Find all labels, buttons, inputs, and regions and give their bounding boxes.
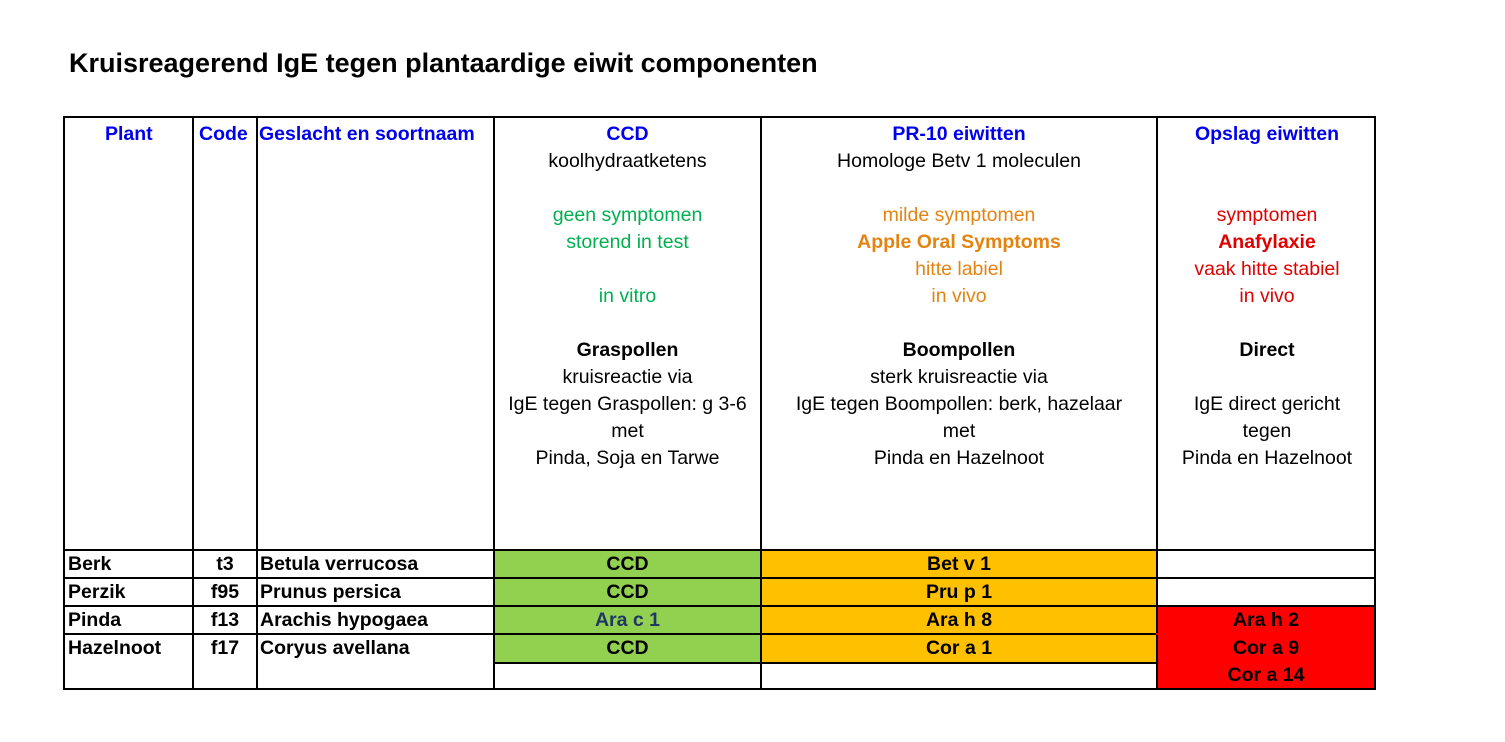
column-divider — [760, 118, 762, 688]
row-ccd-component: Ara c 1 — [594, 609, 661, 631]
column-divider — [1156, 118, 1158, 688]
row-code: f95 — [210, 581, 240, 603]
row-divider — [493, 662, 1156, 664]
header-line — [762, 175, 1156, 202]
header-line: Homologe Betv 1 moleculen — [837, 150, 1081, 172]
header-line: IgE tegen Graspollen: g 3-6 — [508, 393, 747, 415]
row-pr10-component: Pru p 1 — [925, 581, 993, 603]
header-line — [1158, 148, 1376, 175]
row-plant: Hazelnoot — [68, 637, 162, 659]
row-genus: Coryus avellana — [260, 637, 410, 659]
header-line: Pinda en Hazelnoot — [873, 447, 1045, 469]
row-pr10-component: Ara h 8 — [925, 609, 993, 631]
header-storage: Opslag eiwitten symptomen Anafylaxie vaak … — [1158, 118, 1376, 472]
header-line: IgE tegen Boompollen: berk, hazelaar — [795, 393, 1123, 415]
header-line: Apple Oral Symptoms — [857, 231, 1061, 253]
header-line: met — [611, 420, 644, 442]
header-ccd: CCD koolhydraatketens geen symptomen store… — [495, 118, 760, 472]
header-line: vaak hitte stabiel — [1194, 258, 1340, 280]
row-divider — [65, 577, 1374, 579]
header-line: tegen — [1242, 420, 1292, 442]
header-plant: Plant — [105, 123, 153, 145]
column-divider — [256, 118, 258, 688]
header-code: Code — [199, 123, 248, 145]
row-genus: Betula verrucosa — [260, 553, 419, 575]
header-line — [495, 175, 760, 202]
row-ccd-component: CCD — [606, 637, 649, 659]
header-line — [1158, 364, 1376, 391]
header-pr10: PR-10 eiwitten Homologe Betv 1 moleculen… — [762, 118, 1156, 472]
header-line: geen symptomen — [552, 204, 703, 226]
row-divider — [65, 633, 1156, 635]
row-divider — [65, 605, 1374, 607]
header-line: Pinda en Hazelnoot — [1181, 447, 1353, 469]
header-line: sterk kruisreactie via — [870, 366, 1048, 388]
row-ccd-component: CCD — [606, 581, 649, 603]
allergen-table: Plant Code Geslacht en soortnaam CCD koo… — [63, 116, 1376, 690]
header-line: in vivo — [931, 285, 987, 307]
header-ccd-lines: koolhydraatketens geen symptomen storend i… — [495, 148, 760, 472]
header-storage-label: Opslag eiwitten — [1194, 123, 1340, 145]
row-storage-component: Cor a 14 — [1227, 664, 1305, 686]
row-pr10-component: Cor a 1 — [925, 637, 993, 659]
header-line: milde symptomen — [882, 204, 1036, 226]
header-line: hitte labiel — [915, 258, 1003, 280]
row-plant: Berk — [68, 553, 112, 575]
row-divider — [1156, 633, 1374, 635]
header-line: Graspollen — [576, 339, 679, 361]
header-storage-lines: symptomen Anafylaxie vaak hitte stabiel in … — [1158, 148, 1376, 472]
header-line: symptomen — [1216, 204, 1318, 226]
row-code: f17 — [210, 637, 240, 659]
header-line: in vitro — [598, 285, 657, 307]
header-line: Anafylaxie — [1218, 231, 1316, 253]
row-pr10-component: Bet v 1 — [927, 553, 991, 575]
header-line — [1158, 310, 1376, 337]
row-divider — [65, 549, 1374, 551]
row-genus: Arachis hypogaea — [260, 609, 428, 631]
header-line: koolhydraatketens — [548, 150, 707, 172]
column-divider — [192, 118, 194, 688]
header-line: Pinda, Soja en Tarwe — [535, 447, 720, 469]
row-ccd-component: CCD — [606, 553, 649, 575]
header-line: Boompollen — [902, 339, 1016, 361]
header-pr10-label: PR-10 eiwitten — [892, 123, 1026, 145]
header-line — [495, 256, 760, 283]
column-divider — [493, 118, 495, 688]
row-storage-component: Cor a 9 — [1232, 637, 1300, 659]
row-plant: Pinda — [68, 609, 122, 631]
header-ccd-label: CCD — [606, 123, 649, 145]
row-code: t3 — [216, 553, 234, 575]
header-line: IgE direct gericht — [1193, 393, 1341, 415]
header-line: Direct — [1239, 339, 1295, 361]
page-title: Kruisreagerend IgE tegen plantaardige ei… — [69, 48, 818, 78]
header-line: in vivo — [1239, 285, 1295, 307]
header-line — [762, 310, 1156, 337]
header-pr10-lines: Homologe Betv 1 moleculen milde symptomen… — [762, 148, 1156, 472]
row-plant: Perzik — [68, 581, 126, 603]
header-line — [1158, 175, 1376, 202]
header-line: met — [942, 420, 976, 442]
header-line: kruisreactie via — [562, 366, 693, 388]
row-storage-component: Ara h 2 — [1232, 609, 1300, 631]
storage-fill — [1158, 607, 1374, 688]
row-genus: Prunus persica — [260, 581, 401, 603]
header-genus: Geslacht en soortnaam — [259, 123, 475, 145]
header-line: storend in test — [566, 231, 689, 253]
header-line — [495, 310, 760, 337]
row-code: f13 — [210, 609, 240, 631]
